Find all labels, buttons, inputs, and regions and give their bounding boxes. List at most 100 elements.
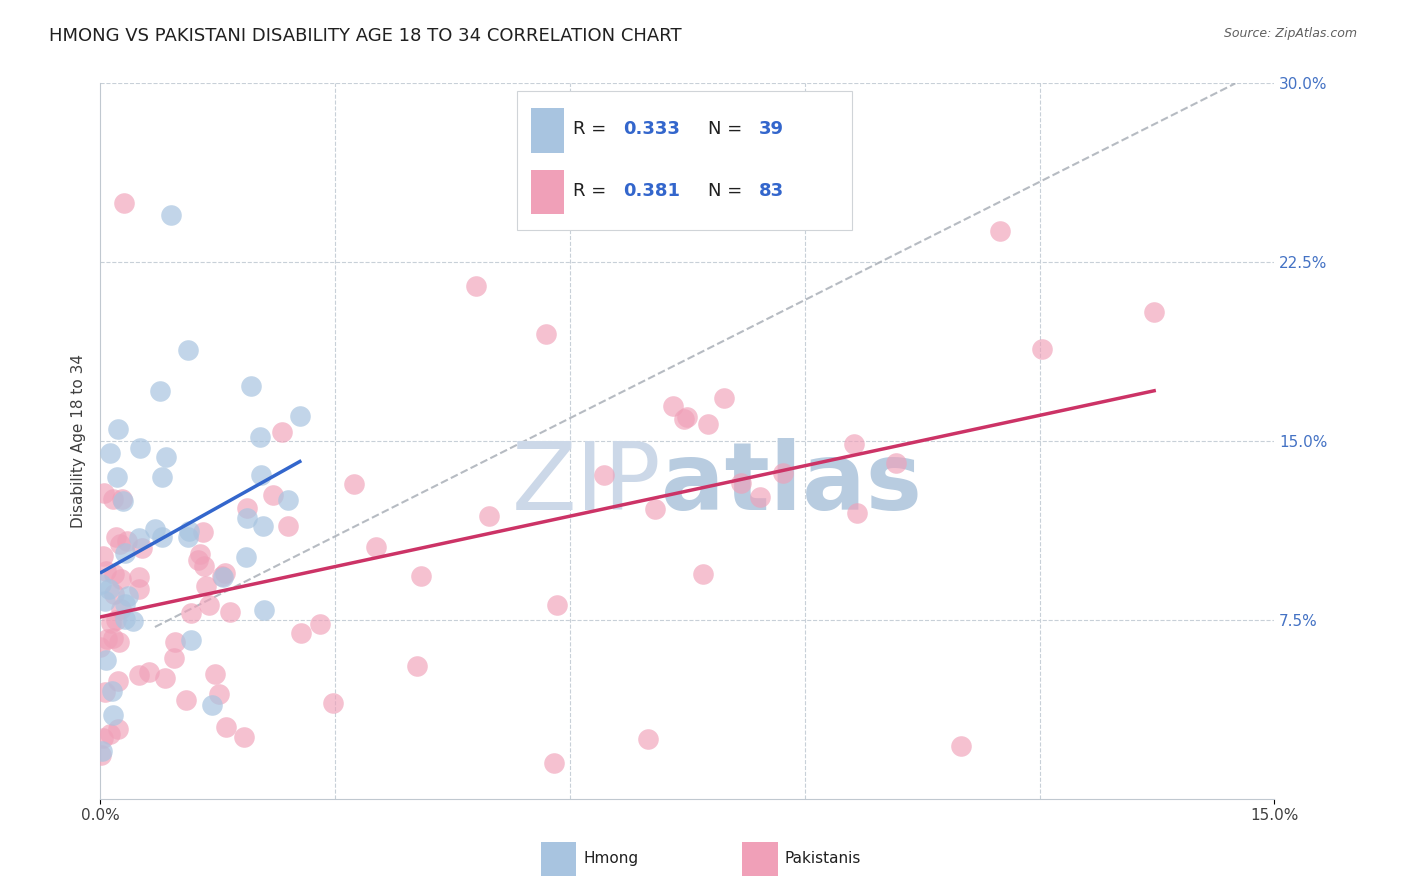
Point xyxy=(107,674,129,689)
Point xyxy=(322,697,344,711)
Point xyxy=(96,653,118,667)
Point xyxy=(364,541,387,555)
Point xyxy=(100,446,122,460)
Point xyxy=(204,666,226,681)
Point xyxy=(94,565,117,579)
Point xyxy=(290,625,312,640)
Point xyxy=(108,634,131,648)
Point xyxy=(107,723,129,737)
Point xyxy=(150,530,173,544)
Point xyxy=(128,582,150,597)
Point xyxy=(103,587,125,601)
Point xyxy=(93,594,115,608)
Point xyxy=(174,692,197,706)
Point xyxy=(188,547,211,561)
Point xyxy=(405,658,427,673)
Point xyxy=(100,616,122,631)
Point xyxy=(219,605,242,619)
Point xyxy=(252,519,274,533)
Point xyxy=(104,530,127,544)
Point xyxy=(232,730,254,744)
Point xyxy=(180,606,202,620)
Point xyxy=(536,326,558,341)
Point xyxy=(122,614,145,628)
Point xyxy=(180,632,202,647)
Point xyxy=(692,567,714,582)
Point xyxy=(675,410,697,425)
Text: 0.381: 0.381 xyxy=(623,183,679,201)
Y-axis label: Disability Age 18 to 34: Disability Age 18 to 34 xyxy=(72,354,86,528)
Text: Hmong: Hmong xyxy=(583,851,638,865)
Point xyxy=(114,612,136,626)
Point xyxy=(153,671,176,685)
Point xyxy=(90,747,112,762)
Point xyxy=(150,469,173,483)
Point xyxy=(235,550,257,565)
Point xyxy=(277,492,299,507)
Point xyxy=(212,570,235,584)
Text: atlas: atlas xyxy=(661,438,922,530)
Point xyxy=(696,417,718,432)
Point xyxy=(673,412,696,426)
Point xyxy=(235,511,257,525)
Point xyxy=(101,708,124,723)
Point xyxy=(215,720,238,734)
Point xyxy=(194,579,217,593)
Point xyxy=(845,506,868,520)
Text: N =: N = xyxy=(709,183,748,201)
Text: N =: N = xyxy=(709,120,748,137)
Point xyxy=(131,541,153,555)
Point xyxy=(91,549,114,563)
Point xyxy=(155,450,177,465)
Point xyxy=(128,668,150,682)
Point xyxy=(90,744,112,758)
Point xyxy=(103,566,125,581)
Point xyxy=(117,590,139,604)
Point xyxy=(713,392,735,406)
Point xyxy=(543,756,565,770)
FancyBboxPatch shape xyxy=(517,91,852,230)
Point xyxy=(309,616,332,631)
Text: R =: R = xyxy=(574,183,613,201)
Point xyxy=(214,566,236,581)
Point xyxy=(748,490,770,504)
Point xyxy=(884,457,907,471)
Point xyxy=(288,409,311,423)
Point xyxy=(112,195,135,210)
Point xyxy=(107,422,129,436)
Point xyxy=(239,379,262,393)
Point xyxy=(101,631,124,645)
Text: ZIP: ZIP xyxy=(512,438,661,530)
Point xyxy=(163,651,186,665)
Point xyxy=(94,685,117,699)
Point xyxy=(115,533,138,548)
Point xyxy=(114,597,136,611)
Point xyxy=(114,545,136,559)
Point xyxy=(111,491,134,506)
Point xyxy=(149,384,172,398)
Point xyxy=(236,500,259,515)
Point xyxy=(159,208,181,222)
Point xyxy=(193,559,215,574)
Point xyxy=(198,599,221,613)
Point xyxy=(478,508,501,523)
Point xyxy=(90,577,112,591)
Text: Pakistanis: Pakistanis xyxy=(785,851,860,865)
Point xyxy=(105,613,128,627)
Point xyxy=(145,522,167,536)
Point xyxy=(249,430,271,444)
Point xyxy=(1143,305,1166,319)
Point xyxy=(97,582,120,596)
Point xyxy=(138,665,160,680)
FancyBboxPatch shape xyxy=(531,109,564,153)
Point xyxy=(98,727,121,741)
Point xyxy=(96,632,118,647)
Point xyxy=(842,437,865,451)
Point xyxy=(179,524,201,538)
Point xyxy=(644,502,666,516)
Point xyxy=(208,687,231,701)
Point xyxy=(464,279,486,293)
Point xyxy=(101,684,124,698)
Point xyxy=(93,486,115,500)
Point xyxy=(128,570,150,584)
